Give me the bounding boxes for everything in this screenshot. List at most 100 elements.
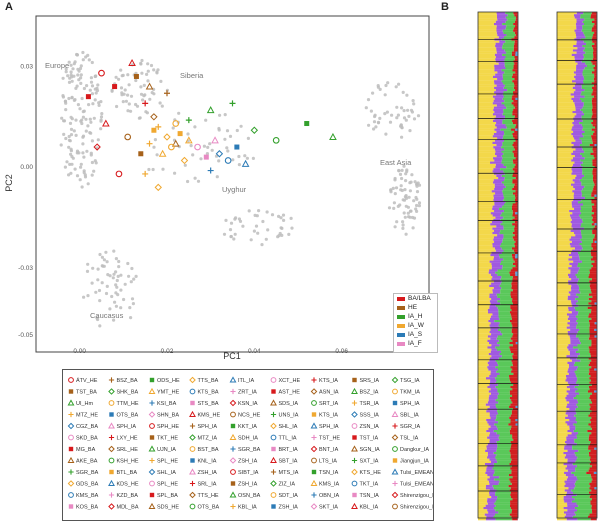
admixture-segment bbox=[502, 181, 512, 183]
admixture-segment bbox=[478, 366, 487, 368]
admixture-segment bbox=[496, 151, 502, 153]
admixture-segment bbox=[489, 423, 495, 425]
legend-entry-label: BRT_IA bbox=[279, 447, 298, 453]
admixture-segment bbox=[583, 120, 593, 122]
admixture-segment bbox=[491, 344, 499, 346]
admixture-segment bbox=[592, 511, 597, 513]
reference-point bbox=[271, 213, 274, 216]
admixture-segment bbox=[500, 168, 513, 170]
admixture-segment bbox=[557, 184, 571, 186]
admixture-segment bbox=[582, 155, 594, 157]
admixture-segment bbox=[580, 243, 592, 245]
admixture-segment bbox=[512, 470, 518, 472]
admixture-segment bbox=[489, 481, 499, 483]
admixture-segment bbox=[478, 355, 491, 357]
reference-point bbox=[83, 87, 86, 90]
admixture-segment bbox=[478, 56, 496, 58]
admixture-segment bbox=[584, 89, 593, 91]
admixture-segment bbox=[571, 245, 582, 247]
reference-point bbox=[399, 173, 402, 176]
admixture-segment bbox=[580, 159, 592, 161]
admixture-segment bbox=[557, 351, 570, 353]
admixture-segment bbox=[478, 47, 496, 49]
admixture-segment bbox=[478, 151, 496, 153]
reference-point bbox=[279, 216, 282, 219]
legend-entry-label: XCT_HE bbox=[279, 378, 301, 384]
reference-point bbox=[194, 177, 197, 180]
reference-point bbox=[130, 95, 133, 98]
admixture-segment bbox=[505, 65, 514, 67]
admixture-segment bbox=[494, 133, 504, 135]
legend-entry-label: SKT_IA bbox=[319, 505, 338, 511]
legend-entry-label: STS_BA bbox=[198, 401, 219, 407]
admixture-segment bbox=[576, 309, 592, 311]
admixture-segment bbox=[595, 65, 597, 67]
admixture-segment bbox=[589, 346, 597, 348]
legend-entry-label: ZSH_IA bbox=[238, 482, 258, 488]
admixture-segment bbox=[515, 89, 518, 91]
admixture-segment bbox=[583, 126, 595, 128]
legend-marker bbox=[311, 423, 316, 428]
reference-point bbox=[116, 293, 119, 296]
admixture-segment bbox=[502, 23, 513, 25]
admixture-segment bbox=[504, 100, 513, 102]
data-point bbox=[234, 145, 239, 150]
admixture-segment bbox=[489, 307, 497, 309]
legend-entry-label: KTS_HE bbox=[360, 470, 382, 476]
admixture-segment bbox=[511, 283, 517, 285]
legend-marker bbox=[352, 469, 357, 474]
reference-point bbox=[70, 133, 73, 136]
admixture-segment bbox=[589, 371, 596, 373]
reference-point bbox=[414, 180, 417, 183]
admixture-segment bbox=[509, 406, 515, 408]
admixture-segment bbox=[511, 445, 518, 447]
reference-point bbox=[389, 189, 392, 192]
admixture-segment bbox=[516, 124, 518, 126]
admixture-segment bbox=[557, 472, 564, 474]
admixture-segment bbox=[496, 404, 511, 406]
admixture-segment bbox=[576, 412, 590, 414]
legend-marker bbox=[393, 458, 397, 462]
admixture-segment bbox=[487, 421, 498, 423]
reference-point bbox=[404, 179, 407, 182]
reference-point bbox=[226, 129, 229, 132]
admixture-segment bbox=[592, 45, 597, 47]
admixture-segment bbox=[557, 401, 569, 403]
admixture-segment bbox=[575, 362, 590, 364]
admixture-segment bbox=[577, 377, 589, 379]
reference-point bbox=[94, 291, 97, 294]
reference-point bbox=[70, 64, 73, 67]
admixture-segment bbox=[501, 278, 513, 280]
admixture-segment bbox=[513, 122, 518, 124]
admixture-segment bbox=[571, 278, 579, 280]
admixture-segment bbox=[578, 280, 589, 282]
admixture-segment bbox=[568, 382, 576, 384]
admixture-segment bbox=[513, 373, 517, 375]
admixture-segment bbox=[574, 181, 581, 183]
admixture-segment bbox=[493, 168, 500, 170]
data-point bbox=[134, 74, 139, 79]
admixture-segment bbox=[592, 208, 596, 210]
admixture-segment bbox=[478, 492, 489, 494]
admixture-segment bbox=[578, 450, 590, 452]
admixture-segment bbox=[498, 309, 511, 311]
admixture-segment bbox=[583, 221, 594, 223]
admixture-segment bbox=[501, 162, 513, 164]
admixture-segment bbox=[497, 155, 502, 157]
reference-point bbox=[287, 233, 290, 236]
legend-entry-label: YMT_HE bbox=[157, 390, 180, 396]
admixture-segment bbox=[478, 109, 493, 111]
admixture-segment bbox=[478, 54, 495, 56]
admixture-segment bbox=[590, 463, 597, 465]
legend-entry-label: SHL_IA bbox=[279, 424, 298, 430]
admixture-segment bbox=[589, 294, 597, 296]
admixture-segment bbox=[576, 69, 583, 71]
legend-marker bbox=[311, 389, 316, 394]
admixture-segment bbox=[491, 278, 500, 280]
admixture-segment bbox=[593, 58, 597, 60]
admixture-segment bbox=[582, 129, 591, 131]
admixture-segment bbox=[478, 142, 492, 144]
admixture-segment bbox=[557, 107, 575, 109]
admixture-segment bbox=[557, 434, 568, 436]
admixture-segment bbox=[592, 230, 597, 232]
